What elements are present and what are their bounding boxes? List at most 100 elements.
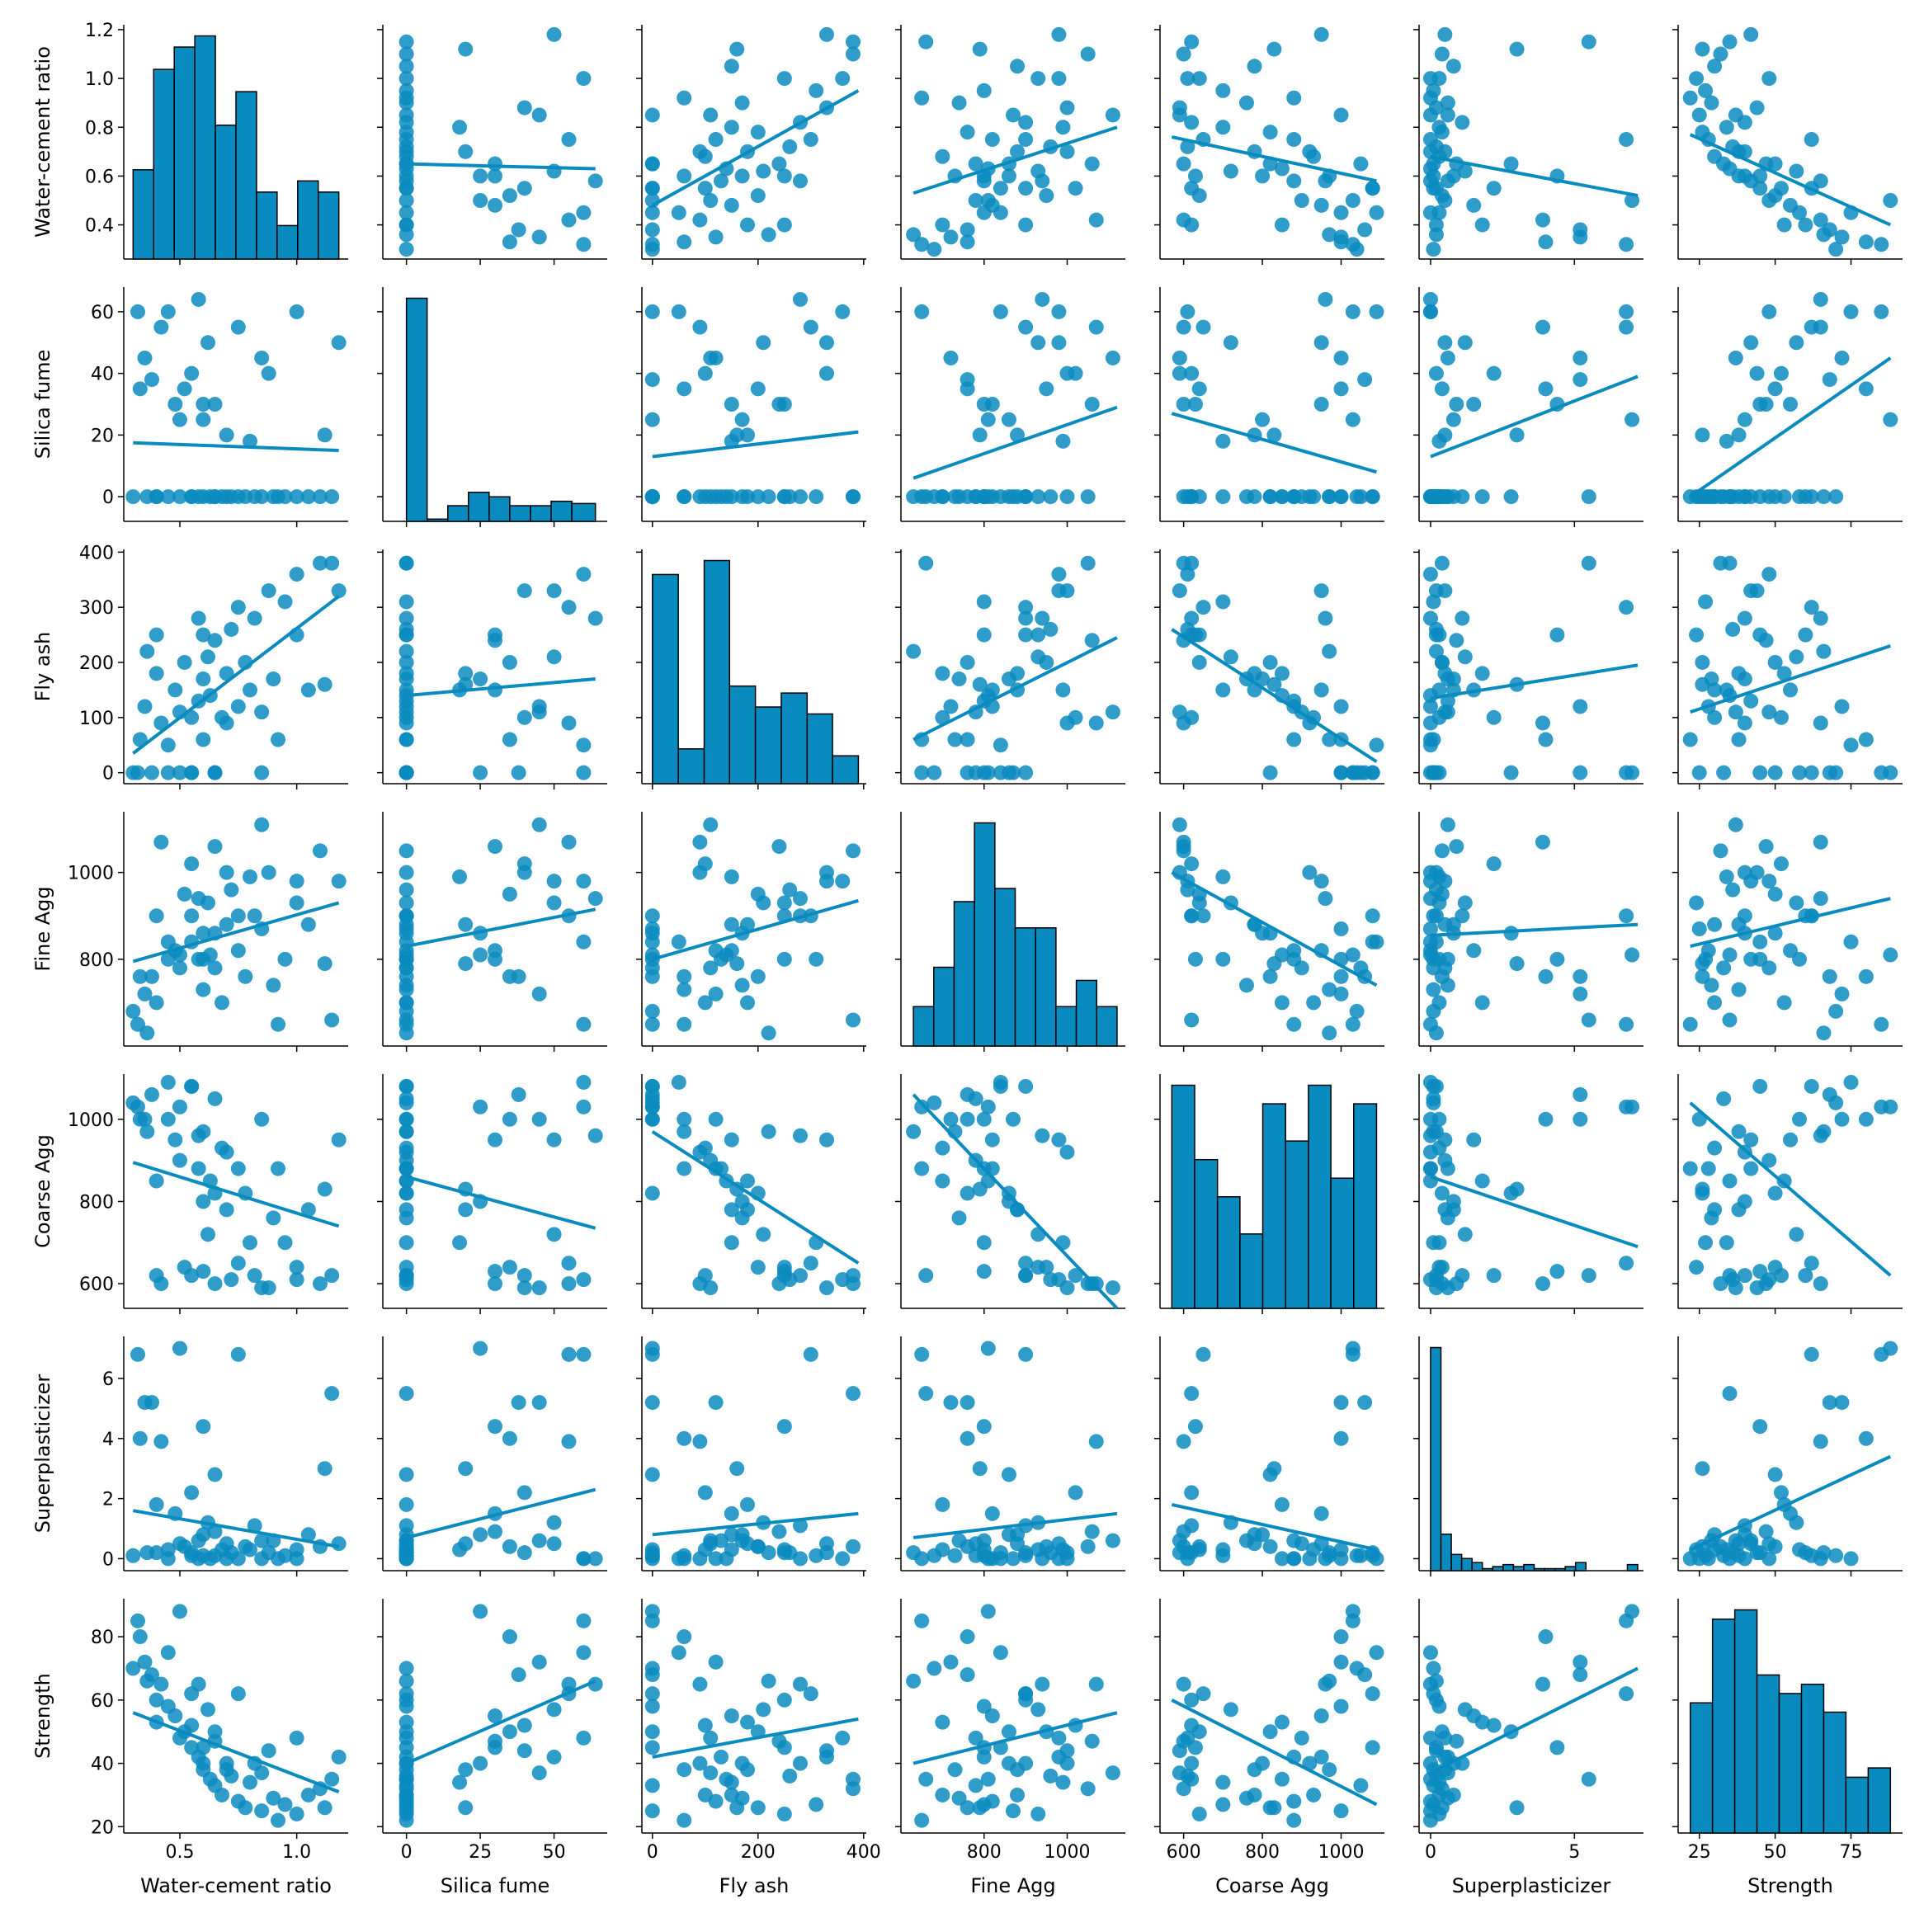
scatter-point: [1215, 433, 1231, 449]
scatter-point: [207, 1467, 223, 1482]
scatter-point: [960, 381, 975, 397]
scatter-point: [398, 555, 414, 571]
scatter-point: [1051, 583, 1067, 599]
scatter-point: [1883, 1341, 1898, 1356]
regression-line: [1430, 922, 1639, 937]
scatter-point: [1722, 489, 1738, 505]
scatter-point: [219, 489, 234, 505]
scatter-point: [1172, 583, 1187, 599]
scatter-point: [172, 947, 187, 963]
scatter-point: [230, 1686, 246, 1702]
scatter-point: [914, 765, 930, 780]
scatter-point: [1445, 489, 1461, 505]
scatter-point: [1449, 839, 1464, 855]
scatter-point: [1445, 1787, 1461, 1802]
scatter-point: [644, 205, 660, 220]
scatter-point: [200, 649, 215, 665]
hist-bar: [256, 191, 278, 260]
scatter-point: [576, 205, 592, 220]
scatter-point: [153, 1434, 169, 1449]
scatter-point: [1187, 1740, 1203, 1755]
scatter-point: [516, 709, 532, 725]
scatter-point: [1059, 1755, 1075, 1771]
scatter-point: [144, 765, 159, 780]
scatter-point: [331, 1536, 347, 1552]
scatter-point: [972, 427, 988, 443]
scatter-point: [1486, 1718, 1502, 1733]
scatter-point: [184, 908, 200, 924]
scatter-point: [1051, 304, 1067, 319]
scatter-point: [1722, 1268, 1738, 1284]
scatter-point: [677, 1762, 692, 1778]
scatter-point: [1266, 427, 1282, 443]
scatter-point: [803, 132, 818, 148]
scatter-point: [1834, 229, 1850, 245]
scatter-point: [289, 1272, 304, 1288]
regression-line: [1690, 644, 1891, 714]
scatter-point: [149, 1692, 164, 1708]
scatter-point: [1039, 188, 1054, 204]
scatter-point: [976, 1533, 992, 1548]
scatter-point: [644, 1778, 660, 1793]
scatter-point: [819, 1280, 834, 1296]
scatter-point: [243, 1235, 257, 1251]
scatter-point: [488, 1419, 502, 1435]
scatter-point: [488, 1132, 502, 1147]
scatter-point: [230, 699, 246, 714]
scatter-point: [927, 1661, 942, 1676]
scatter-point: [1813, 715, 1828, 731]
regression-line: [1171, 628, 1378, 763]
scatter-point: [1834, 699, 1850, 714]
hist-bar: [1867, 1767, 1892, 1834]
scatter-point: [703, 350, 719, 365]
scatter-point: [1761, 304, 1777, 319]
scatter-point: [1707, 59, 1723, 74]
y-tick-label: 300: [79, 598, 114, 619]
scatter-point: [324, 489, 340, 505]
scatter-point: [398, 627, 414, 643]
scatter-point: [1834, 1395, 1850, 1411]
scatter-point: [756, 1702, 771, 1718]
scatter-point: [1262, 968, 1278, 984]
scatter-point: [1573, 222, 1588, 238]
scatter-point: [1422, 732, 1438, 747]
scatter-point: [398, 926, 414, 941]
x-axis-label: Silica fume: [441, 1874, 550, 1897]
regression-line: [1430, 1666, 1639, 1774]
scatter-point: [1874, 304, 1889, 319]
scatter-point: [139, 489, 155, 505]
scatter-point: [1333, 350, 1349, 365]
hist-bar: [276, 224, 299, 260]
scatter-point: [1266, 1800, 1282, 1816]
scatter-point: [960, 1111, 975, 1127]
scatter-point: [1223, 163, 1238, 179]
scatter-point: [207, 765, 223, 780]
scatter-point: [1001, 1724, 1016, 1740]
hist-bar: [652, 573, 679, 785]
scatter-point: [398, 193, 414, 208]
hist-bar: [1778, 1693, 1803, 1834]
scatter-point: [1776, 1173, 1792, 1189]
hist-bar: [1533, 1567, 1545, 1572]
scatter-point: [1018, 1755, 1034, 1771]
scatter-point: [313, 555, 328, 571]
scatter-point: [219, 1551, 234, 1567]
scatter-point: [1792, 1542, 1808, 1557]
scatter-point: [809, 82, 824, 98]
scatter-point: [1180, 304, 1195, 319]
scatter-point: [1191, 71, 1207, 87]
scatter-point: [734, 168, 750, 184]
scatter-point: [207, 1091, 223, 1106]
scatter-point: [1509, 427, 1525, 443]
regression-line: [1171, 135, 1377, 183]
scatter-point: [943, 1395, 959, 1411]
scatter-point: [207, 489, 223, 505]
scatter-point: [132, 1430, 148, 1446]
scatter-point: [809, 1797, 824, 1812]
scatter-point: [1043, 1768, 1059, 1784]
scatter-point: [943, 1111, 959, 1127]
scatter-point: [1822, 1086, 1837, 1102]
scatter-point: [1274, 666, 1290, 681]
scatter-point: [943, 699, 959, 714]
scatter-point: [914, 1099, 930, 1114]
